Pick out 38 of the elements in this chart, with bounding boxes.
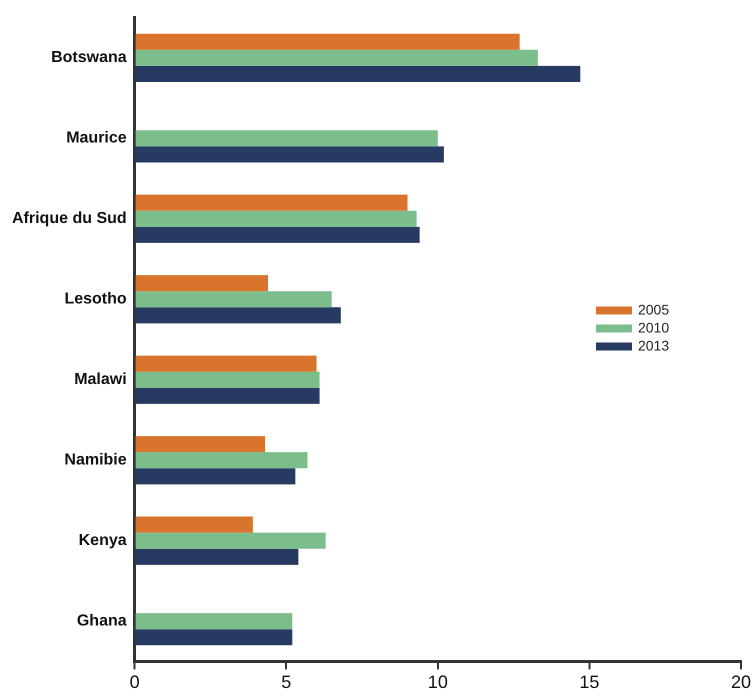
bar	[136, 307, 341, 324]
bar	[136, 66, 580, 82]
bar	[136, 34, 520, 50]
bar	[136, 532, 326, 549]
bar	[136, 210, 417, 227]
bar	[136, 613, 292, 630]
x-tick-label: 15	[579, 672, 600, 692]
legend-label: 2013	[638, 337, 670, 354]
bar	[136, 629, 292, 646]
y-tick-label: Lesotho	[64, 290, 127, 308]
bar	[136, 516, 253, 533]
bar	[136, 194, 408, 211]
bar	[136, 356, 317, 372]
legend-label: 2005	[638, 301, 670, 318]
x-tick-label: 10	[428, 672, 448, 692]
bar	[136, 50, 538, 66]
y-tick-label: Malawi	[74, 371, 127, 388]
y-tick-label: Maurice	[66, 130, 127, 147]
y-tick-label: Botswana	[51, 49, 127, 66]
bar	[136, 146, 444, 162]
x-tick-label: 5	[281, 672, 292, 692]
bar	[136, 291, 332, 308]
bar	[136, 372, 320, 388]
bar	[136, 275, 268, 292]
y-tick-label: Afrique du Sud	[12, 210, 127, 228]
y-tick-label: Kenya	[78, 532, 127, 550]
y-tick-label: Namibie	[64, 452, 127, 469]
y-tick-label: Ghana	[76, 612, 127, 630]
bar	[136, 130, 438, 146]
bar	[136, 226, 420, 243]
bar	[136, 548, 298, 565]
legend-label: 2010	[638, 319, 670, 336]
x-tick-label: 20	[730, 672, 752, 692]
bar	[136, 452, 308, 468]
x-tick-label: 0	[130, 672, 140, 692]
bar	[136, 436, 266, 452]
bar	[136, 388, 320, 404]
bar	[136, 468, 296, 484]
